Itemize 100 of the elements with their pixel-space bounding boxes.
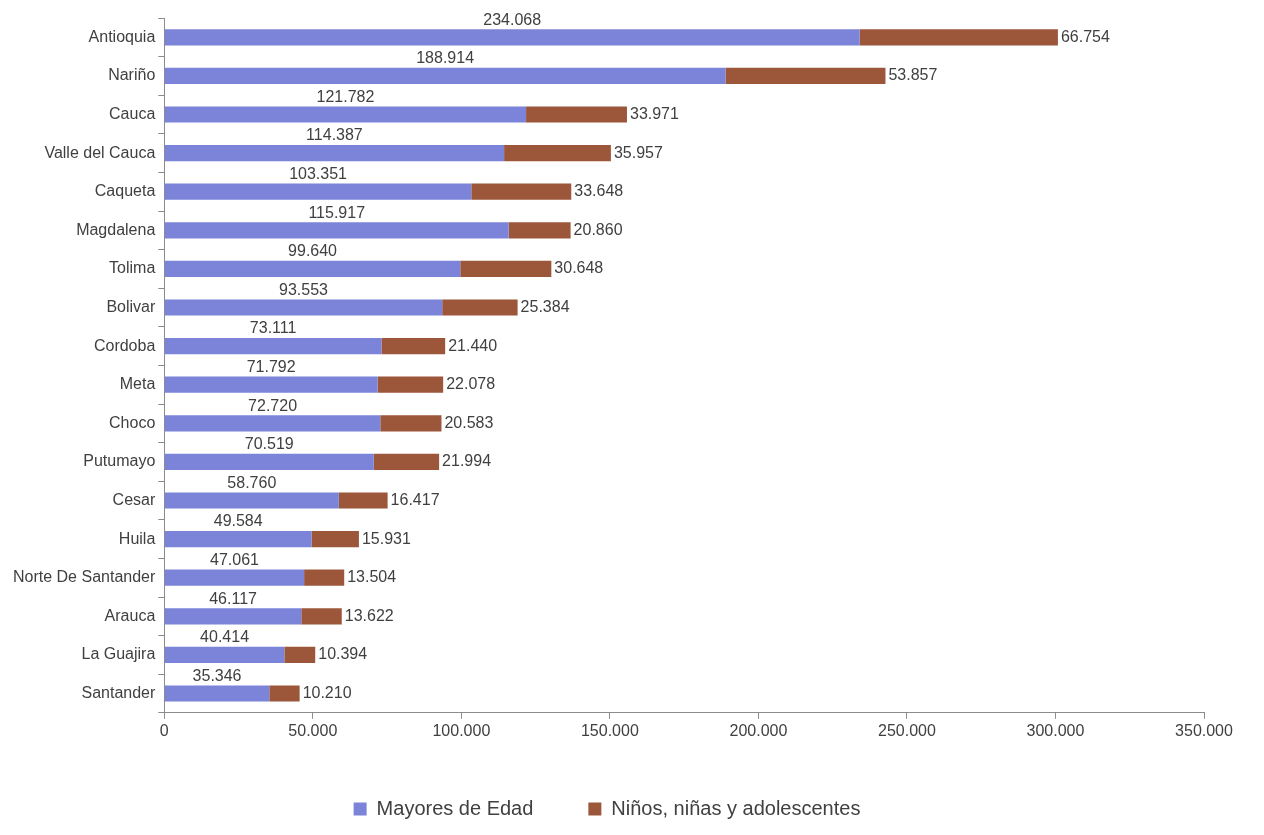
x-tick-label: 0: [159, 721, 169, 739]
data-label: 35.346: [192, 666, 242, 684]
legend-label: Mayores de Edad: [376, 796, 534, 819]
data-label: 33.971: [629, 104, 680, 122]
bar: [164, 337, 382, 355]
data-label: 188.914: [416, 49, 475, 67]
data-label: 115.917: [308, 203, 366, 221]
bar: [164, 299, 443, 316]
data-label: 33.648: [574, 182, 624, 200]
y-tick-label: Meta: [119, 375, 156, 393]
x-tick-label: 300.000: [1026, 721, 1085, 739]
data-label: 15.931: [361, 529, 411, 547]
y-tick-label: Caqueta: [94, 182, 156, 200]
bar: [304, 569, 345, 586]
data-label: 22.078: [446, 375, 496, 393]
y-tick-label: Antioquia: [88, 27, 156, 45]
bar: [338, 492, 388, 509]
data-label: 58.760: [227, 473, 277, 491]
y-tick-label: Cesar: [112, 490, 156, 508]
y-tick-label: Arauca: [104, 606, 156, 624]
data-label: 10.210: [302, 683, 352, 701]
data-label: 20.860: [573, 220, 623, 238]
y-tick-label: Tolima: [109, 259, 156, 277]
data-label: 35.957: [613, 143, 663, 161]
data-label: 99.640: [288, 242, 338, 260]
y-tick-label: Bolivar: [106, 297, 156, 315]
data-label: 16.417: [390, 490, 440, 508]
bar: [373, 453, 440, 471]
data-label: 20.583: [444, 413, 494, 431]
y-tick-label: Valle del Cauca: [44, 143, 156, 161]
bar: [164, 144, 505, 162]
data-label: 234.068: [483, 10, 542, 28]
x-tick-label: 50.000: [288, 721, 338, 739]
bar: [859, 29, 1058, 46]
data-label: 93.553: [279, 280, 329, 298]
bar: [164, 376, 378, 393]
y-tick-label: La Guajira: [81, 645, 156, 663]
bar: [164, 29, 860, 46]
bar: [460, 260, 552, 278]
bar: [164, 453, 374, 471]
x-tick-label: 350.000: [1175, 721, 1234, 739]
data-label: 46.117: [209, 589, 258, 607]
data-label: 71.792: [246, 358, 296, 375]
bar: [164, 530, 312, 548]
bar: [284, 646, 316, 664]
data-label: 66.754: [1060, 27, 1110, 45]
x-tick-label: 150.000: [580, 721, 639, 739]
data-label: 13.504: [347, 568, 397, 586]
data-label: 103.351: [289, 165, 348, 182]
data-label: 70.519: [244, 435, 294, 453]
x-tick-label: 200.000: [729, 721, 788, 739]
bar: [381, 337, 446, 355]
bar: [725, 67, 886, 85]
y-tick-label: Santander: [81, 683, 156, 701]
y-tick-label: Magdalena: [76, 220, 156, 238]
y-tick-label: Nariño: [108, 66, 156, 84]
data-label: 114.387: [306, 126, 363, 144]
bar: [526, 106, 627, 123]
legend-label: Niños, niñas y adolescentes: [611, 796, 861, 819]
bar: [164, 569, 305, 586]
bar: [164, 260, 461, 278]
bar: [164, 685, 270, 702]
data-label: 21.994: [442, 452, 492, 470]
bar: [164, 67, 726, 85]
data-label: 53.857: [888, 66, 938, 84]
y-tick-label: Cauca: [109, 104, 156, 122]
y-tick-label: Putumayo: [83, 452, 156, 470]
x-tick-label: 250.000: [878, 721, 936, 739]
data-label: 40.414: [200, 628, 250, 646]
data-label: 25.384: [520, 297, 570, 315]
bar: [164, 608, 302, 625]
bar: [311, 530, 359, 548]
bar: [471, 183, 572, 200]
data-label: 73.111: [249, 319, 297, 337]
data-label: 10.394: [318, 645, 368, 663]
bar: [377, 376, 444, 393]
data-label: 13.622: [344, 606, 394, 624]
bar: [504, 144, 611, 162]
data-label: 72.720: [248, 396, 298, 414]
data-label: 47.061: [209, 551, 260, 568]
bar: [164, 183, 472, 200]
bar: [164, 106, 527, 123]
bar: [269, 685, 300, 702]
data-label: 21.440: [448, 336, 498, 354]
bar: [164, 222, 509, 239]
data-label: 30.648: [554, 259, 604, 277]
bar: [164, 492, 339, 509]
bar: [380, 415, 442, 432]
y-tick-label: Norte De Santander: [12, 568, 156, 586]
bar: [442, 299, 518, 316]
data-label: 121.782: [316, 87, 375, 105]
data-label: 49.584: [213, 512, 263, 530]
y-tick-label: Choco: [109, 413, 156, 431]
bar: [301, 608, 342, 625]
bar: [164, 415, 381, 432]
bar: [508, 222, 571, 239]
bar: [164, 646, 285, 664]
y-tick-label: Huila: [118, 529, 156, 547]
x-tick-label: 100.000: [432, 721, 491, 739]
y-tick-label: Cordoba: [93, 336, 156, 354]
